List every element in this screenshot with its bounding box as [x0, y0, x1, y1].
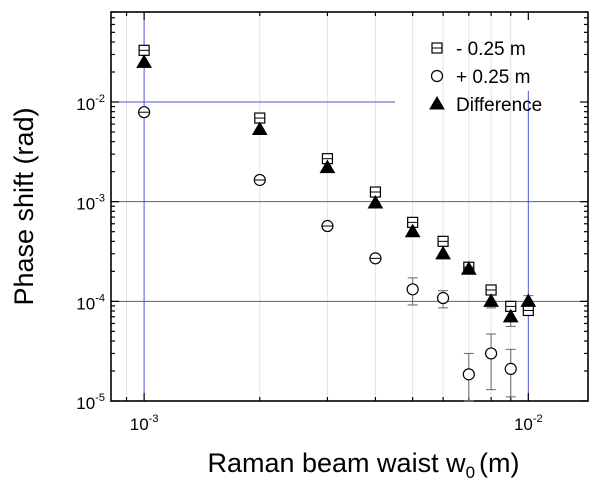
data-markers: [136, 44, 537, 381]
x-tick-label: 10-2: [514, 413, 543, 434]
circle-marker: [484, 347, 498, 360]
error-bars: [407, 277, 534, 402]
triangle-marker: [483, 293, 499, 307]
circle-marker: [406, 283, 419, 296]
error-bar: [486, 333, 497, 391]
grid-layer: [126, 12, 512, 401]
legend-entry: Difference: [429, 95, 542, 116]
circle-marker: [436, 291, 450, 305]
legend-entry: + 0.25 m: [430, 67, 530, 88]
x-tick-label: 10-3: [130, 413, 159, 434]
legend-label: + 0.25 m: [456, 67, 530, 88]
circle-marker: [430, 69, 444, 83]
triangle-marker: [435, 245, 451, 260]
square-marker: [437, 235, 449, 247]
square-marker: [138, 44, 150, 56]
triangle-marker: [460, 261, 477, 275]
y-axis-title: Phase shift (rad): [9, 107, 39, 305]
triangle-marker: [502, 308, 519, 323]
tick-labels: 10-5 10-4 10-3 10-2 10-3 10-2: [76, 93, 542, 434]
triangle-marker: [520, 293, 537, 307]
x-axis-title: Raman beam waist w0 (m): [207, 448, 519, 481]
x-axis-title-main: Raman beam waist w: [207, 448, 466, 478]
x-axis-title-unit: (m): [479, 448, 519, 478]
y-tick-label: 10-3: [76, 193, 105, 214]
triangle-marker: [429, 96, 445, 110]
circle-marker: [504, 362, 517, 375]
x-axis-title-subscript: 0: [466, 463, 475, 481]
y-tick-label: 10-5: [76, 392, 105, 413]
y-tick-label: 10-4: [76, 292, 105, 313]
square-marker: [431, 42, 443, 54]
circle-marker: [462, 368, 475, 381]
triangle-marker: [136, 54, 152, 68]
triangle-marker: [404, 223, 421, 238]
triangle-marker: [251, 121, 268, 136]
legend-label: Difference: [456, 95, 542, 116]
axis-ticks: [111, 11, 588, 402]
triangle-marker: [367, 194, 384, 209]
triangle-marker: [319, 159, 336, 174]
y-tick-label: 10-2: [76, 93, 105, 114]
legend: - 0.25 m + 0.25 m Difference: [429, 39, 542, 116]
legend-label: - 0.25 m: [456, 39, 526, 60]
legend-entry: - 0.25 m: [431, 39, 526, 60]
square-marker: [522, 304, 534, 317]
